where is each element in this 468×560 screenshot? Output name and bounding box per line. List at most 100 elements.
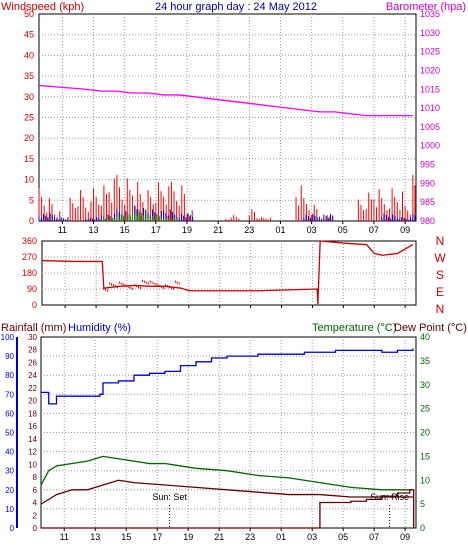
windspeed-tick-50: 50 bbox=[24, 9, 34, 19]
humidity-tick-90: 90 bbox=[5, 352, 14, 361]
humidity-tick-40: 40 bbox=[5, 448, 14, 457]
rain-tick-6: 6 bbox=[33, 486, 38, 495]
rh-x-tick-05: 05 bbox=[338, 532, 348, 542]
wind-direction-noise bbox=[103, 279, 180, 292]
wind-x-tick-13: 13 bbox=[89, 225, 99, 235]
rain-tick-12: 12 bbox=[28, 448, 37, 457]
wind-x-tick-23: 23 bbox=[244, 225, 254, 235]
rain-tick-28: 28 bbox=[28, 346, 37, 355]
rain-tick-4: 4 bbox=[33, 499, 38, 508]
temp-tick-35: 35 bbox=[420, 356, 430, 366]
humidity-tick-10: 10 bbox=[5, 505, 14, 514]
temp-tick-20: 20 bbox=[420, 428, 430, 438]
humidity-tick-80: 80 bbox=[5, 371, 14, 380]
windspeed-tick-40: 40 bbox=[24, 50, 34, 60]
windspeed-axis-label: Windspeed (kph) bbox=[1, 1, 84, 13]
windspeed-tick-5: 5 bbox=[29, 195, 34, 205]
rh-x-tick-03: 03 bbox=[307, 532, 317, 542]
barometer-tick-995: 995 bbox=[420, 160, 435, 170]
rh-x-tick-07: 07 bbox=[369, 532, 379, 542]
sun-annotation-1: Sun: Rise bbox=[370, 492, 409, 502]
humidity-tick-50: 50 bbox=[5, 429, 14, 438]
rain-tick-24: 24 bbox=[28, 371, 37, 380]
rain-tick-20: 20 bbox=[28, 397, 37, 406]
wind-x-tick-21: 21 bbox=[213, 225, 223, 235]
series-wind-low bbox=[100, 209, 178, 221]
wind-x-tick-01: 01 bbox=[275, 225, 285, 235]
humidity-line bbox=[41, 348, 414, 405]
sun-annotation-0: Sun: Set bbox=[152, 492, 187, 502]
rainfall-line bbox=[41, 489, 415, 529]
rain-tick-8: 8 bbox=[33, 473, 38, 482]
temp-tick-10: 10 bbox=[420, 475, 430, 485]
rain-tick-14: 14 bbox=[28, 435, 37, 444]
rain-tick-22: 22 bbox=[28, 384, 37, 393]
wind-baro-series bbox=[38, 84, 416, 221]
windspeed-tick-35: 35 bbox=[24, 71, 34, 81]
rh-x-tick-13: 13 bbox=[90, 532, 100, 542]
barometer-tick-1030: 1030 bbox=[420, 28, 440, 38]
rainfall-axis-label: Rainfall (mm) bbox=[1, 322, 66, 334]
barometer-tick-1020: 1020 bbox=[420, 65, 440, 75]
wind-direction-series bbox=[41, 240, 414, 305]
windspeed-tick-15: 15 bbox=[24, 154, 34, 164]
windspeed-tick-30: 30 bbox=[24, 92, 34, 102]
windspeed-tick-45: 45 bbox=[24, 30, 34, 40]
humidity-tick-0: 0 bbox=[10, 524, 15, 533]
rain-tick-30: 30 bbox=[28, 333, 37, 342]
temp-tick-40: 40 bbox=[420, 332, 430, 342]
humidity-tick-60: 60 bbox=[5, 409, 14, 418]
humidity-axis-label: Humidity (%) bbox=[68, 322, 131, 334]
humidity-tick-20: 20 bbox=[5, 486, 14, 495]
wind-x-tick-03: 03 bbox=[307, 225, 317, 235]
dewpoint-axis-label: Dew Point (°C) bbox=[394, 322, 467, 334]
temp-tick-15: 15 bbox=[420, 451, 430, 461]
wind-x-tick-09: 09 bbox=[400, 225, 410, 235]
barometer-tick-1010: 1010 bbox=[420, 103, 440, 113]
compass-4-N: N bbox=[436, 302, 445, 316]
barometer-tick-990: 990 bbox=[420, 178, 435, 188]
rh-x-tick-11: 11 bbox=[60, 532, 69, 542]
direction-tick-90: 90 bbox=[27, 284, 37, 294]
wind-direction-grid bbox=[42, 241, 416, 308]
wind-x-tick-19: 19 bbox=[182, 225, 192, 235]
direction-tick-180: 180 bbox=[22, 268, 37, 278]
rh-x-tick-17: 17 bbox=[152, 532, 162, 542]
direction-tick-0: 0 bbox=[32, 300, 37, 310]
wind-direction-line bbox=[41, 240, 414, 305]
barometer-tick-1000: 1000 bbox=[420, 141, 440, 151]
wind-x-tick-05: 05 bbox=[338, 225, 348, 235]
compass-1-W: W bbox=[434, 251, 446, 265]
barometer-tick-1025: 1025 bbox=[420, 47, 440, 57]
windspeed-tick-0: 0 bbox=[29, 216, 34, 226]
temperature-axis-label: Temperature (°C) bbox=[312, 322, 396, 334]
chart-title: 24 hour graph day : 24 May 2012 bbox=[155, 1, 317, 13]
wind-baro-grid bbox=[39, 14, 416, 224]
rh-x-tick-09: 09 bbox=[400, 532, 410, 542]
rain-humidity-x-tick-labels: 11 13 15 17 19 21 23 01 03 05 07 09 bbox=[60, 532, 411, 542]
direction-tick-360: 360 bbox=[22, 236, 37, 246]
windspeed-tick-20: 20 bbox=[24, 133, 34, 143]
dewpoint-line bbox=[40, 479, 413, 505]
humidity-tick-70: 70 bbox=[5, 390, 14, 399]
rain-tick-0: 0 bbox=[33, 524, 38, 533]
barometer-tick-1035: 1035 bbox=[420, 9, 440, 19]
rain-tick-2: 2 bbox=[33, 511, 38, 520]
barometer-tick-1015: 1015 bbox=[420, 84, 440, 94]
compass-2-S: S bbox=[436, 268, 444, 282]
rain-humidity-series bbox=[40, 348, 415, 529]
rh-x-tick-23: 23 bbox=[245, 532, 255, 542]
wind-x-tick-07: 07 bbox=[369, 225, 379, 235]
windspeed-tick-10: 10 bbox=[24, 175, 34, 185]
barometer-line bbox=[38, 84, 413, 117]
sun-annotations: Sun: Set Sun: Rise bbox=[152, 492, 409, 528]
direction-tick-270: 270 bbox=[22, 252, 37, 262]
rh-x-tick-15: 15 bbox=[121, 532, 131, 542]
humidity-tick-100: 100 bbox=[1, 333, 15, 342]
temp-tick-5: 5 bbox=[420, 499, 425, 509]
humidity-tick-30: 30 bbox=[5, 467, 14, 476]
windspeed-tick-25: 25 bbox=[24, 113, 34, 123]
